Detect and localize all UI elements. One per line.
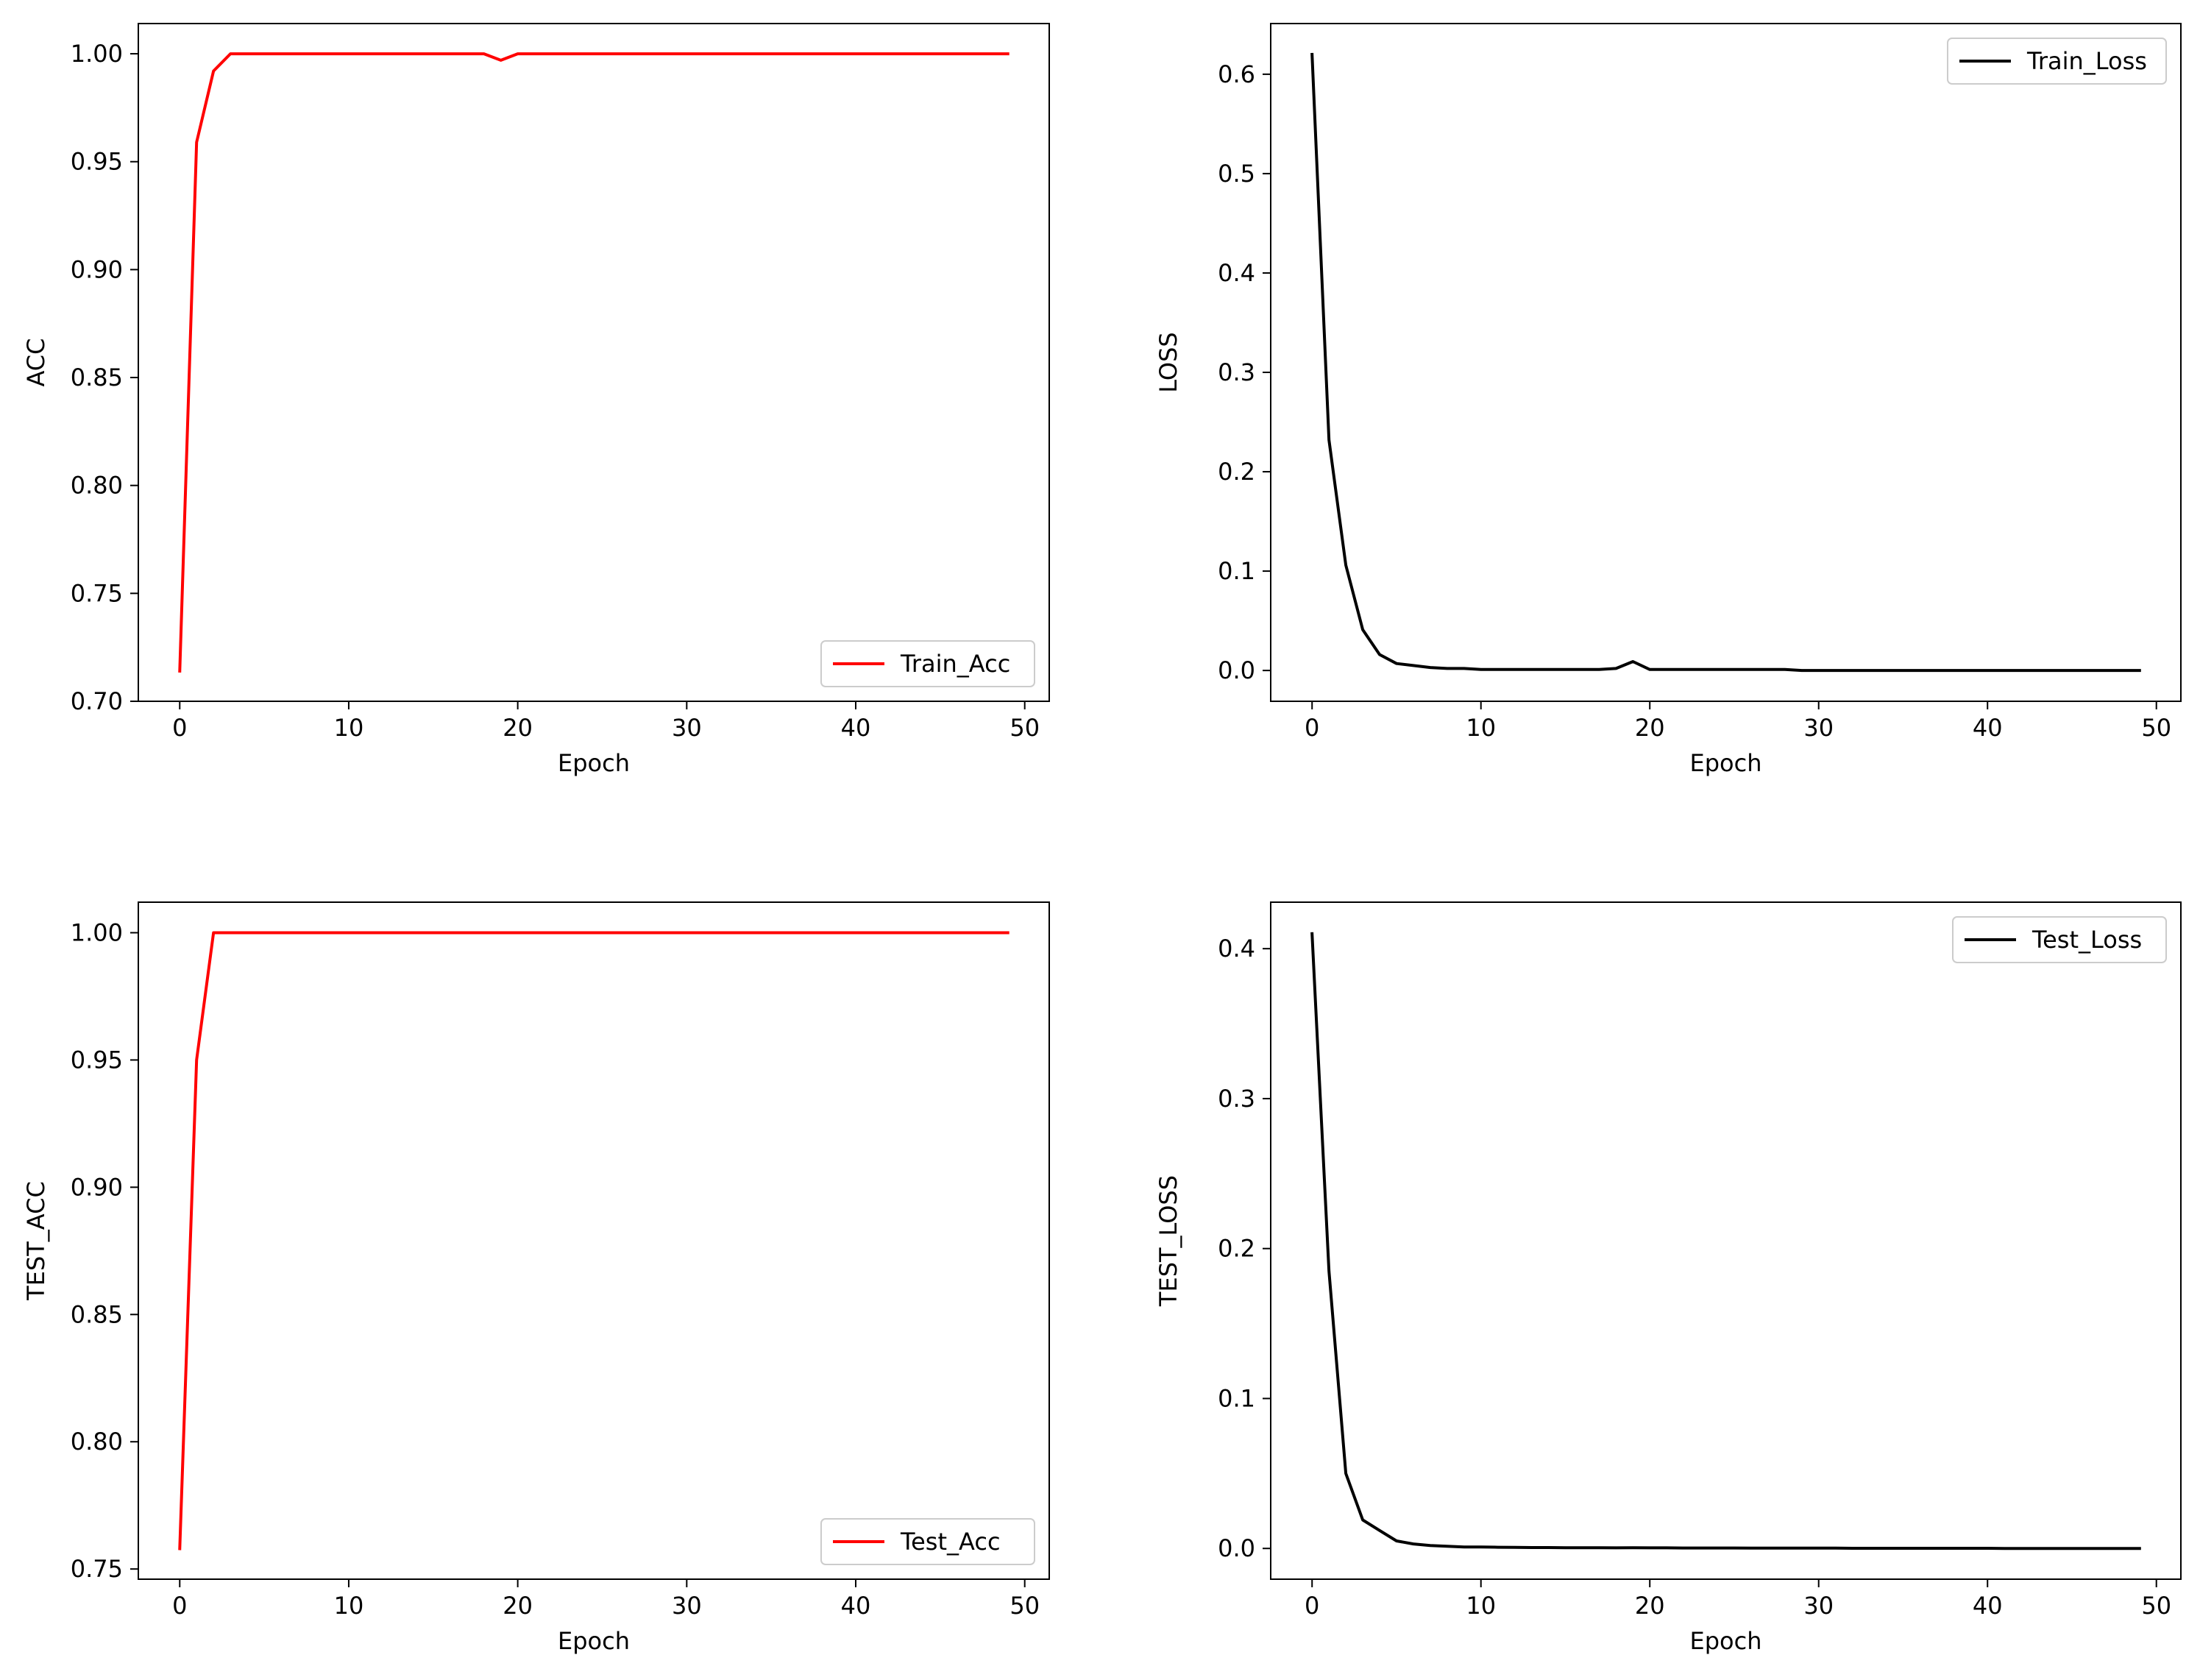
x-tick-label: 50 xyxy=(1009,714,1040,742)
legend: Train_Acc xyxy=(820,640,1035,687)
series-line-train-acc xyxy=(178,52,1009,673)
legend-label: Train_Acc xyxy=(900,650,1010,678)
legend: Train_Loss xyxy=(1947,38,2167,85)
x-tick-label: 20 xyxy=(1635,1592,1665,1620)
chart-1: 0 10 20 30 40 50 0.0 0.1 0.2 0.3 0.4 0.5 0.6 Epoch LOS… xyxy=(1154,23,2182,777)
y-axis-label: TEST_LOSS xyxy=(1154,1175,1182,1307)
x-tick-label: 20 xyxy=(503,1592,533,1620)
y-axis-label: ACC xyxy=(22,338,50,386)
axes-frame xyxy=(138,23,1050,702)
y-tick-label: 0.75 xyxy=(71,579,123,607)
x-tick-label: 50 xyxy=(2141,1592,2171,1620)
x-tick-label: 30 xyxy=(1803,714,1834,742)
axes-frame xyxy=(1270,901,2182,1580)
chart-0: 0 10 20 30 40 50 0.70 0.75 0.80 0.85 0.90 0.95 1.00 E… xyxy=(22,23,1050,777)
legend: Test_Loss xyxy=(1952,916,2167,963)
series-line-train-loss xyxy=(1310,52,2141,673)
y-tick-label: 0.80 xyxy=(71,472,123,500)
x-tick-label: 10 xyxy=(334,714,364,742)
plot-area xyxy=(138,902,1049,1579)
y-tick-label: 0.1 xyxy=(1218,1384,1255,1412)
y-tick-label: 0.3 xyxy=(1218,358,1255,386)
y-tick-label: 0.85 xyxy=(71,364,123,391)
plot-area xyxy=(1271,902,2181,1579)
x-tick-label: 10 xyxy=(1466,1592,1496,1620)
chart-2: 0 10 20 30 40 50 0.75 0.80 0.85 0.90 0.95 1.00 Epoch… xyxy=(22,901,1050,1655)
x-tick-label: 0 xyxy=(1305,714,1319,742)
x-axis-label: Epoch xyxy=(1690,749,1762,777)
x-tick-label: 30 xyxy=(672,1592,702,1620)
legend-label: Test_Loss xyxy=(2032,926,2142,954)
x-tick-label: 10 xyxy=(334,1592,364,1620)
y-tick-label: 0.6 xyxy=(1218,60,1255,88)
y-tick-label: 0.70 xyxy=(71,687,123,715)
x-tick-label: 50 xyxy=(1009,1592,1040,1620)
y-axis-label: LOSS xyxy=(1154,332,1182,393)
legend-box xyxy=(820,1518,1035,1565)
series-line-test-acc xyxy=(178,931,1009,1550)
y-tick-label: 0.2 xyxy=(1218,1235,1255,1263)
axes-frame xyxy=(1270,23,2182,702)
y-tick-label: 0.80 xyxy=(71,1428,123,1456)
x-tick-label: 10 xyxy=(1466,714,1496,742)
series-line-test-loss xyxy=(1310,932,2141,1550)
y-tick-label: 0.75 xyxy=(71,1555,123,1583)
x-tick-label: 40 xyxy=(841,714,871,742)
y-tick-label: 0.3 xyxy=(1218,1085,1255,1113)
x-axis-label: Epoch xyxy=(558,749,630,777)
x-tick-label: 40 xyxy=(841,1592,871,1620)
chart-3: 0 10 20 30 40 50 0.0 0.1 0.2 0.3 0.4 Epoch TEST_LOSS… xyxy=(1154,901,2182,1655)
y-tick-label: 1.00 xyxy=(71,40,123,68)
y-tick-label: 0.4 xyxy=(1218,935,1255,963)
x-tick-label: 30 xyxy=(672,714,702,742)
x-axis-label: Epoch xyxy=(558,1627,630,1655)
x-tick-label: 0 xyxy=(172,1592,187,1620)
legend-box xyxy=(1952,916,2167,963)
x-tick-label: 0 xyxy=(172,714,187,742)
y-tick-label: 0.5 xyxy=(1218,160,1255,188)
y-tick-label: 0.85 xyxy=(71,1300,123,1328)
y-axis-label: TEST_ACC xyxy=(22,1181,50,1301)
y-tick-label: 0.0 xyxy=(1218,656,1255,684)
y-tick-label: 0.0 xyxy=(1218,1534,1255,1562)
x-tick-label: 50 xyxy=(2141,714,2171,742)
y-tick-label: 0.4 xyxy=(1218,259,1255,287)
legend-label: Train_Loss xyxy=(2026,47,2147,75)
y-tick-label: 1.00 xyxy=(71,919,123,947)
axes-frame xyxy=(138,901,1050,1580)
plot-area xyxy=(1271,24,2181,701)
legend-box xyxy=(820,640,1035,687)
y-tick-label: 0.90 xyxy=(71,1173,123,1201)
y-tick-label: 0.1 xyxy=(1218,557,1255,585)
x-axis-label: Epoch xyxy=(1690,1627,1762,1655)
y-tick-label: 0.2 xyxy=(1218,458,1255,486)
legend-label: Test_Acc xyxy=(900,1528,1001,1556)
plot-area xyxy=(138,24,1049,701)
x-tick-label: 40 xyxy=(1973,714,2003,742)
y-tick-label: 0.95 xyxy=(71,1046,123,1074)
y-tick-label: 0.90 xyxy=(71,255,123,283)
legend: Test_Acc xyxy=(820,1518,1035,1565)
x-tick-label: 30 xyxy=(1803,1592,1834,1620)
x-tick-label: 40 xyxy=(1973,1592,2003,1620)
x-tick-label: 0 xyxy=(1305,1592,1319,1620)
x-tick-label: 20 xyxy=(503,714,533,742)
legend-box xyxy=(1947,38,2167,85)
y-tick-label: 0.95 xyxy=(71,148,123,176)
x-tick-label: 20 xyxy=(1635,714,1665,742)
